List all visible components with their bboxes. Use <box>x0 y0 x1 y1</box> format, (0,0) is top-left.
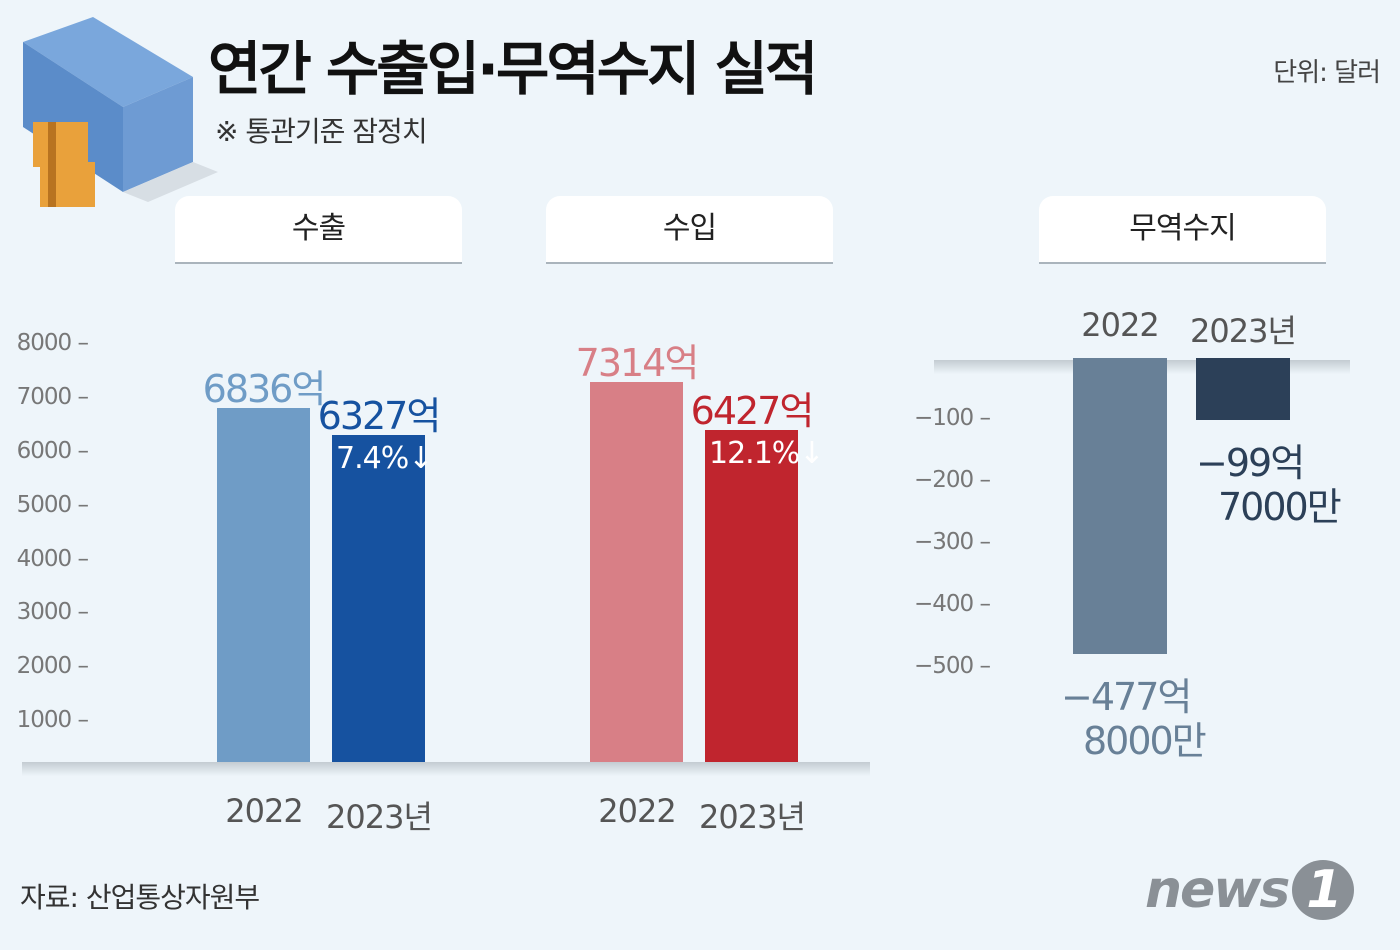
y-tick-label: 5000 – <box>16 491 89 518</box>
y-tick-label: −500 – <box>914 653 991 679</box>
source: 자료: 산업통상자원부 <box>20 881 260 914</box>
balance-x-label: 2022 <box>1081 306 1159 344</box>
export-header: 수출 <box>175 196 462 264</box>
y-tick-label: −200 – <box>914 467 991 493</box>
y-tick-label: 1000 – <box>16 707 89 734</box>
export-change-label: 7.4%↓ <box>336 441 433 477</box>
balance-x-label: 2023년 <box>1190 312 1297 350</box>
balance-value-label: −477억 <box>1061 675 1192 720</box>
export-value-label: 6327억 <box>317 394 442 439</box>
y-tick-label: 6000 – <box>16 437 89 464</box>
import-x-label: 2022 <box>598 792 676 830</box>
export-value-label: 6836억 <box>202 366 327 411</box>
import-bar-2023년 <box>705 429 798 776</box>
import-value-label: 7314억 <box>575 341 700 386</box>
import-value-label: 6427억 <box>690 388 815 433</box>
export-x-label: 2022 <box>225 792 303 830</box>
y-tick-label: 3000 – <box>16 599 89 626</box>
baseline <box>22 762 870 776</box>
container-illustration-icon <box>23 17 218 207</box>
balance-value-label-2: 7000만 <box>1218 484 1342 529</box>
y-tick-label: −100 – <box>914 405 991 431</box>
subtitle: ※ 통관기준 잠정치 <box>215 115 428 148</box>
import-change-label: 12.1%↓ <box>709 435 824 471</box>
export-bar-2022 <box>217 407 310 776</box>
page-title: 연간 수출입·무역수지 실적 <box>208 35 818 103</box>
y-tick-label: −400 – <box>914 591 991 617</box>
balance-bar-2023년 <box>1196 358 1290 420</box>
y-tick-label: 4000 – <box>16 545 89 572</box>
export-bar-2023년 <box>332 435 425 776</box>
y-tick-label: 2000 – <box>16 653 89 680</box>
balance-bar-2022 <box>1073 358 1167 655</box>
news1-logo: news 1 <box>1145 860 1355 920</box>
balance-value-label: −99억 <box>1196 440 1305 485</box>
balance-header: 무역수지 <box>1039 196 1326 264</box>
y-tick-label: 8000 – <box>16 330 89 357</box>
import-x-label: 2023년 <box>699 798 806 836</box>
unit-label: 단위: 달러 <box>1273 58 1381 88</box>
export-x-label: 2023년 <box>326 798 433 836</box>
import-header: 수입 <box>546 196 833 264</box>
y-tick-label: −300 – <box>914 529 991 555</box>
balance-value-label-2: 8000만 <box>1083 719 1207 764</box>
y-tick-label: 7000 – <box>16 383 89 410</box>
import-bar-2022 <box>590 382 683 776</box>
